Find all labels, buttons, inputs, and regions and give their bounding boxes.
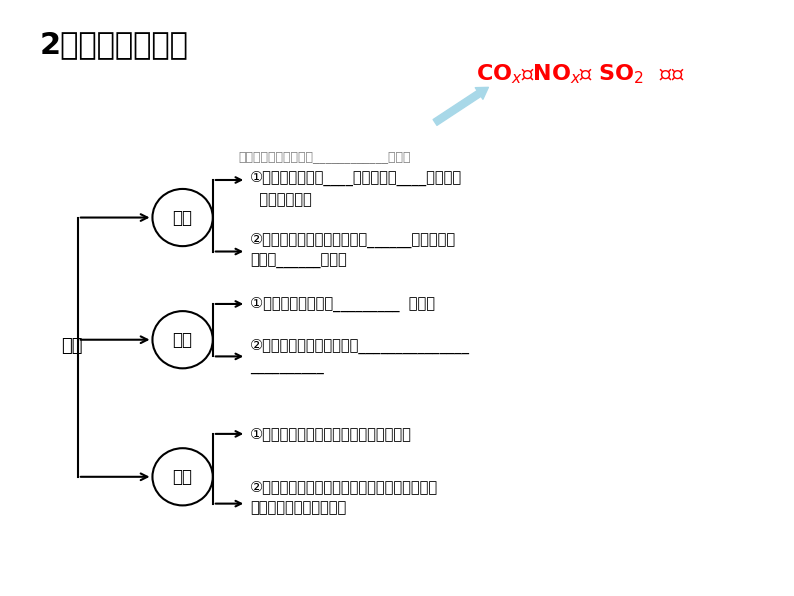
FancyArrowPatch shape [434, 88, 488, 125]
Text: 液化: 液化 [172, 468, 193, 486]
Text: $\bf{CO}$$_x$、$\bf{NO}$$_x$、 $\bf{SO}$$_2$  烟尘: $\bf{CO}$$_x$、$\bf{NO}$$_x$、 $\bf{SO}$$_… [476, 63, 685, 86]
Text: 也叫煤的焦化: 也叫煤的焦化 [250, 192, 312, 207]
Text: ②主要产品：出炉煤气，包括______，粗氨水、: ②主要产品：出炉煤气，包括______，粗氨水、 [250, 232, 457, 248]
Text: （主义目的，方向之量____________才从求: （主义目的，方向之量____________才从求 [238, 150, 410, 163]
Text: 利用: 利用 [60, 337, 83, 355]
Text: ①定义：把煤隔绝____加强热使之____的过程，: ①定义：把煤隔绝____加强热使之____的过程， [250, 171, 462, 187]
Text: 气化: 气化 [172, 331, 193, 349]
Text: ②间接液化：煤先转化为一氧化碳和氢气，再在: ②间接液化：煤先转化为一氧化碳和氢气，再在 [250, 479, 438, 495]
Text: 2、煤的综合利用: 2、煤的综合利用 [40, 30, 189, 59]
Text: ①直接液化：煤与氢气作用生成液体燃料: ①直接液化：煤与氢气作用生成液体燃料 [250, 426, 412, 442]
Text: ①定义：将煤转化为_________  的过程: ①定义：将煤转化为_________ 的过程 [250, 296, 435, 312]
Text: 催化剂作用下合成甲醇等: 催化剂作用下合成甲醇等 [250, 500, 346, 516]
Text: 粗苯，______，焦炭: 粗苯，______，焦炭 [250, 253, 347, 269]
Text: __________: __________ [250, 359, 324, 374]
Text: ②主要反应的化学方程式：_______________: ②主要反应的化学方程式：_______________ [250, 339, 470, 355]
Text: 干馏: 干馏 [172, 209, 193, 226]
